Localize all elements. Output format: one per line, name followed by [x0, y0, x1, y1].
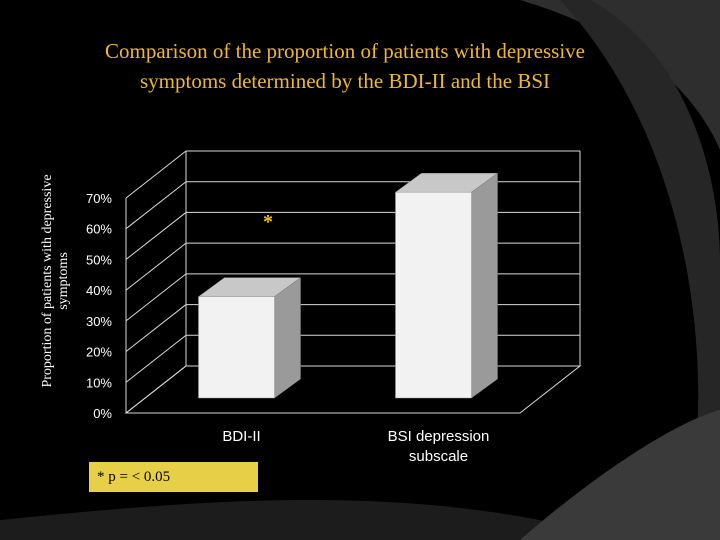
- x-axis-categories: BDI-II BSI depression subscale: [222, 428, 489, 465]
- footnote-box: * p = < 0.05: [89, 462, 258, 492]
- y-axis-ticks: 0% 10% 20% 30% 40% 50% 60% 70%: [86, 191, 112, 421]
- gridline-side: [125, 181, 187, 230]
- y-tick-label: 20%: [86, 345, 112, 360]
- gridline-side: [125, 242, 187, 291]
- y-tick-label: 50%: [86, 252, 112, 267]
- chart-title: Comparison of the proportion of patients…: [105, 39, 585, 93]
- x-category-label: BDI-II: [222, 428, 260, 445]
- gridline-side: [125, 150, 187, 199]
- gridline-side: [125, 304, 187, 352]
- y-tick-label: 0%: [93, 406, 112, 421]
- chart-bars: [197, 172, 499, 399]
- y-tick-label: 10%: [86, 375, 112, 390]
- chart-grid: [124, 150, 582, 414]
- y-tick-label: 60%: [86, 222, 112, 237]
- bar-side-face: [471, 172, 498, 399]
- bar-side-face: [274, 277, 301, 399]
- significance-asterisk: *: [263, 211, 273, 233]
- y-tick-label: 70%: [86, 191, 112, 206]
- chart-floor: [124, 365, 582, 414]
- gridline-side: [125, 212, 187, 260]
- swoosh-top-right: [520, 0, 720, 150]
- y-tick-label: 40%: [86, 283, 112, 298]
- swoosh-right-band: [560, 0, 720, 540]
- gridline-side: [125, 365, 187, 414]
- gridline-side: [125, 334, 187, 383]
- swoosh-lower-right: [520, 410, 720, 540]
- y-tick-label: 30%: [86, 314, 112, 329]
- x-category-label: BSI depression subscale: [388, 428, 490, 465]
- bar-front-face: [395, 191, 472, 399]
- gridline-side: [125, 273, 187, 322]
- bar-front-face: [198, 296, 275, 399]
- swoosh-bottom: [0, 500, 620, 540]
